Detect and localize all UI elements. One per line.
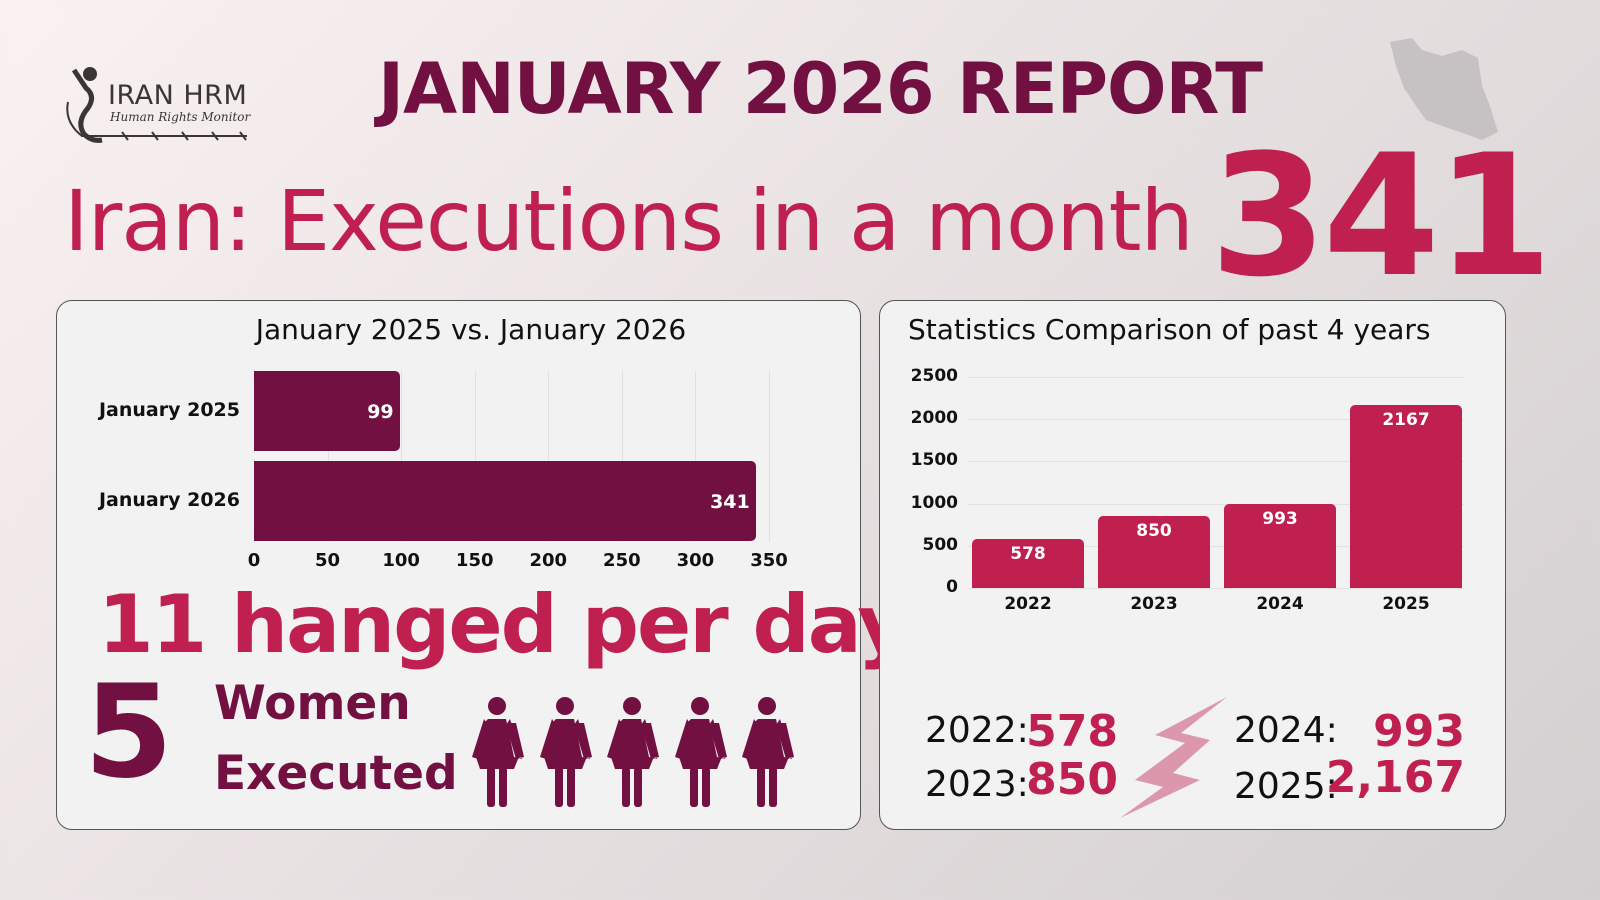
logo-title: IRAN HRM xyxy=(108,80,248,111)
year-label: 2022: xyxy=(925,710,1029,751)
y-tick-label: 1500 xyxy=(910,450,958,471)
bar xyxy=(1350,405,1462,588)
x-tick-label: 200 xyxy=(529,550,568,571)
year-label: 2023: xyxy=(925,764,1029,805)
gridline xyxy=(968,545,1464,547)
woman-icon xyxy=(674,697,727,807)
gridline xyxy=(621,371,623,542)
woman-icon xyxy=(539,697,592,807)
gridline xyxy=(695,371,697,542)
x-tick-label: 2022 xyxy=(1004,594,1052,614)
x-tick-label: 250 xyxy=(603,550,641,571)
category-label: January 2025 xyxy=(98,399,240,421)
gridline xyxy=(548,371,550,542)
y-tick-label: 500 xyxy=(922,534,959,555)
woman-icon xyxy=(742,697,794,807)
year-value: 2,167 xyxy=(1325,752,1465,803)
bar-value-label: 2167 xyxy=(1382,410,1430,431)
x-tick-label: 50 xyxy=(315,550,341,571)
logo-emblem xyxy=(66,67,247,143)
bar xyxy=(1224,504,1336,588)
x-tick-label: 300 xyxy=(676,550,715,571)
gridline xyxy=(968,461,1464,463)
bar xyxy=(254,371,400,451)
y-tick-label: 2500 xyxy=(910,366,958,386)
gridline xyxy=(327,371,329,542)
iran-map-icon xyxy=(1390,38,1498,140)
year-label: 2025: xyxy=(1234,766,1338,807)
gridline xyxy=(968,503,1464,505)
bar xyxy=(254,461,756,541)
gridline xyxy=(968,377,1464,378)
x-tick-label: 0 xyxy=(247,550,261,571)
report-title: JANUARY 2026 REPORT xyxy=(377,48,1263,130)
gridline xyxy=(968,588,1464,589)
x-tick-label: 2025 xyxy=(1382,594,1430,614)
year-value: 578 xyxy=(1026,706,1118,757)
year-label: 2024: xyxy=(1234,710,1338,751)
headline: Iran: Executions in a month xyxy=(64,172,1194,270)
bar-value-label: 850 xyxy=(1136,521,1172,542)
woman-icon xyxy=(607,697,659,807)
executed-label: Executed xyxy=(214,746,458,801)
y-tick-label: 2000 xyxy=(910,408,958,429)
women-count: 5 xyxy=(84,658,174,807)
year-value: 850 xyxy=(1026,754,1118,805)
y-tick-label: 1000 xyxy=(910,492,958,513)
x-tick-label: 2024 xyxy=(1256,594,1304,614)
per-day-stat: 11 hanged per day xyxy=(98,578,909,671)
logo-subtitle: Human Rights Monitor xyxy=(110,110,251,124)
year-value: 993 xyxy=(1373,706,1465,757)
woman-icon xyxy=(472,697,524,807)
gridline xyxy=(968,419,1464,421)
bar-value-label: 578 xyxy=(1010,544,1046,565)
bar-value-label: 993 xyxy=(1262,509,1298,530)
lightning-icon xyxy=(1120,697,1227,818)
y-tick-label: 0 xyxy=(946,577,958,597)
x-tick-label: 2023 xyxy=(1130,594,1178,614)
women-label: Women xyxy=(214,676,411,731)
x-tick-label: 150 xyxy=(455,550,494,571)
bar-value-label: 341 xyxy=(710,491,750,513)
chart2-title: Statistics Comparison of past 4 years xyxy=(908,313,1431,346)
bar-value-label: 99 xyxy=(367,401,394,423)
x-tick-label: 350 xyxy=(750,550,788,571)
chart1-title: January 2025 vs. January 2026 xyxy=(255,313,687,346)
total-executions: 341 xyxy=(1210,118,1553,314)
gridline xyxy=(401,371,403,542)
bar xyxy=(1098,516,1210,588)
gridline xyxy=(474,371,476,542)
monthly-comparison-panel xyxy=(56,300,861,830)
category-label: January 2026 xyxy=(98,489,240,511)
x-tick-label: 100 xyxy=(382,550,420,571)
gridline xyxy=(769,371,770,542)
bar xyxy=(972,539,1084,588)
